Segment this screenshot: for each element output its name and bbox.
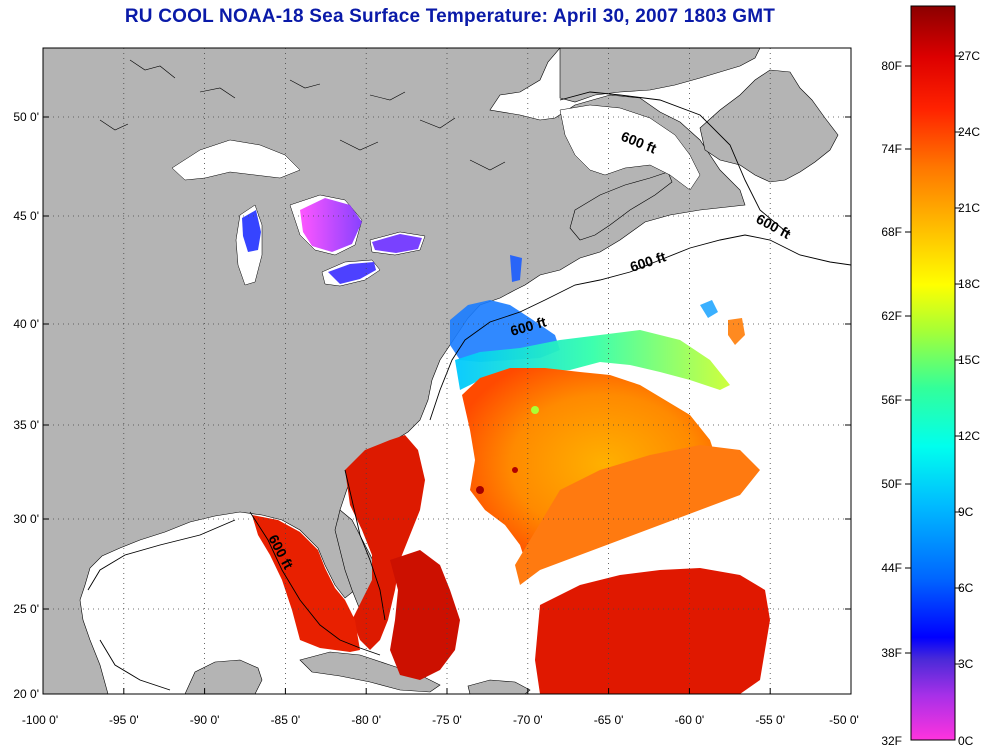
y-tick-label: 30 0' bbox=[13, 512, 39, 526]
y-axis-labels: 50 0' 45 0' 40 0' 35 0' 30 0' 25 0' 20 0… bbox=[13, 110, 39, 701]
land-north-america bbox=[43, 48, 746, 694]
gulf-st-lawrence bbox=[559, 104, 701, 191]
x-tick-label: -80 0' bbox=[351, 713, 381, 727]
depth-contour-600ft bbox=[87, 91, 851, 691]
sst-cold-patch-ne bbox=[700, 300, 718, 318]
sst-sargasso-south bbox=[535, 568, 770, 694]
x-tick-label: -90 0' bbox=[190, 713, 220, 727]
sst-gulf-of-mexico-east bbox=[252, 515, 360, 652]
sst-lake-michigan bbox=[242, 210, 261, 252]
sst-slope-water bbox=[455, 330, 730, 390]
x-tick-label: -65 0' bbox=[594, 713, 624, 727]
coastline-detail bbox=[99, 59, 506, 171]
tick-marks bbox=[42, 116, 852, 695]
y-tick-label: 40 0' bbox=[13, 317, 39, 331]
sst-lake-erie bbox=[328, 262, 376, 284]
map-title: RU COOL NOAA-18 Sea Surface Temperature:… bbox=[124, 6, 776, 27]
x-tick-label: -100 0' bbox=[22, 713, 58, 727]
sst-eddy bbox=[512, 467, 518, 473]
y-tick-label: 35 0' bbox=[13, 418, 39, 432]
y-tick-label: 45 0' bbox=[13, 209, 39, 223]
sst-warm-patch-ne bbox=[728, 318, 745, 345]
land-nova-scotia bbox=[569, 171, 673, 241]
land-hispaniola bbox=[467, 679, 531, 694]
sst-eddy bbox=[476, 486, 484, 494]
sst-bahamas bbox=[390, 550, 460, 680]
x-tick-label: -60 0' bbox=[675, 713, 705, 727]
land-cuba bbox=[299, 651, 441, 693]
sst-florida-current bbox=[345, 435, 425, 650]
sst-warm-tongue bbox=[515, 445, 760, 585]
sst-lake-ontario bbox=[372, 234, 422, 253]
sst-eddy bbox=[531, 406, 539, 414]
x-tick-label: -70 0' bbox=[513, 713, 543, 727]
y-tick-label: 50 0' bbox=[13, 110, 39, 124]
land-newfoundland bbox=[699, 69, 839, 183]
x-tick-label: -85 0' bbox=[271, 713, 301, 727]
y-tick-label: 20 0' bbox=[13, 687, 39, 701]
x-axis-labels: -100 0' -95 0' -90 0' -85 0' -80 0' -75 … bbox=[22, 713, 859, 727]
land-labrador bbox=[559, 48, 761, 103]
y-tick-label: 25 0' bbox=[13, 602, 39, 616]
x-tick-label: -50 0' bbox=[829, 713, 859, 727]
x-tick-label: -55 0' bbox=[755, 713, 785, 727]
sst-gulf-of-maine bbox=[510, 255, 522, 282]
x-tick-label: -95 0' bbox=[109, 713, 139, 727]
x-tick-label: -75 0' bbox=[432, 713, 462, 727]
lake-superior bbox=[171, 139, 301, 181]
sst-lake-huron bbox=[300, 198, 362, 252]
